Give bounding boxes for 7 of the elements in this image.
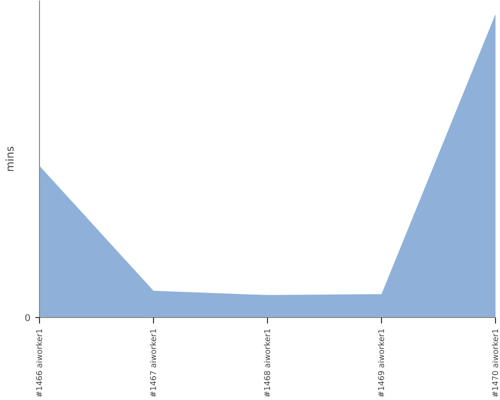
y-axis-title: mins [4, 146, 17, 172]
x-tick-label: #1466 aiworker1 [35, 328, 44, 398]
x-tick-label: #1469 aiworker1 [377, 328, 386, 398]
x-tick-label: #1470 aiworker1 [491, 328, 500, 398]
x-tick-label: #1467 aiworker1 [149, 328, 158, 398]
x-tick-label: #1468 aiworker1 [263, 328, 272, 398]
text: 0 [24, 313, 31, 324]
